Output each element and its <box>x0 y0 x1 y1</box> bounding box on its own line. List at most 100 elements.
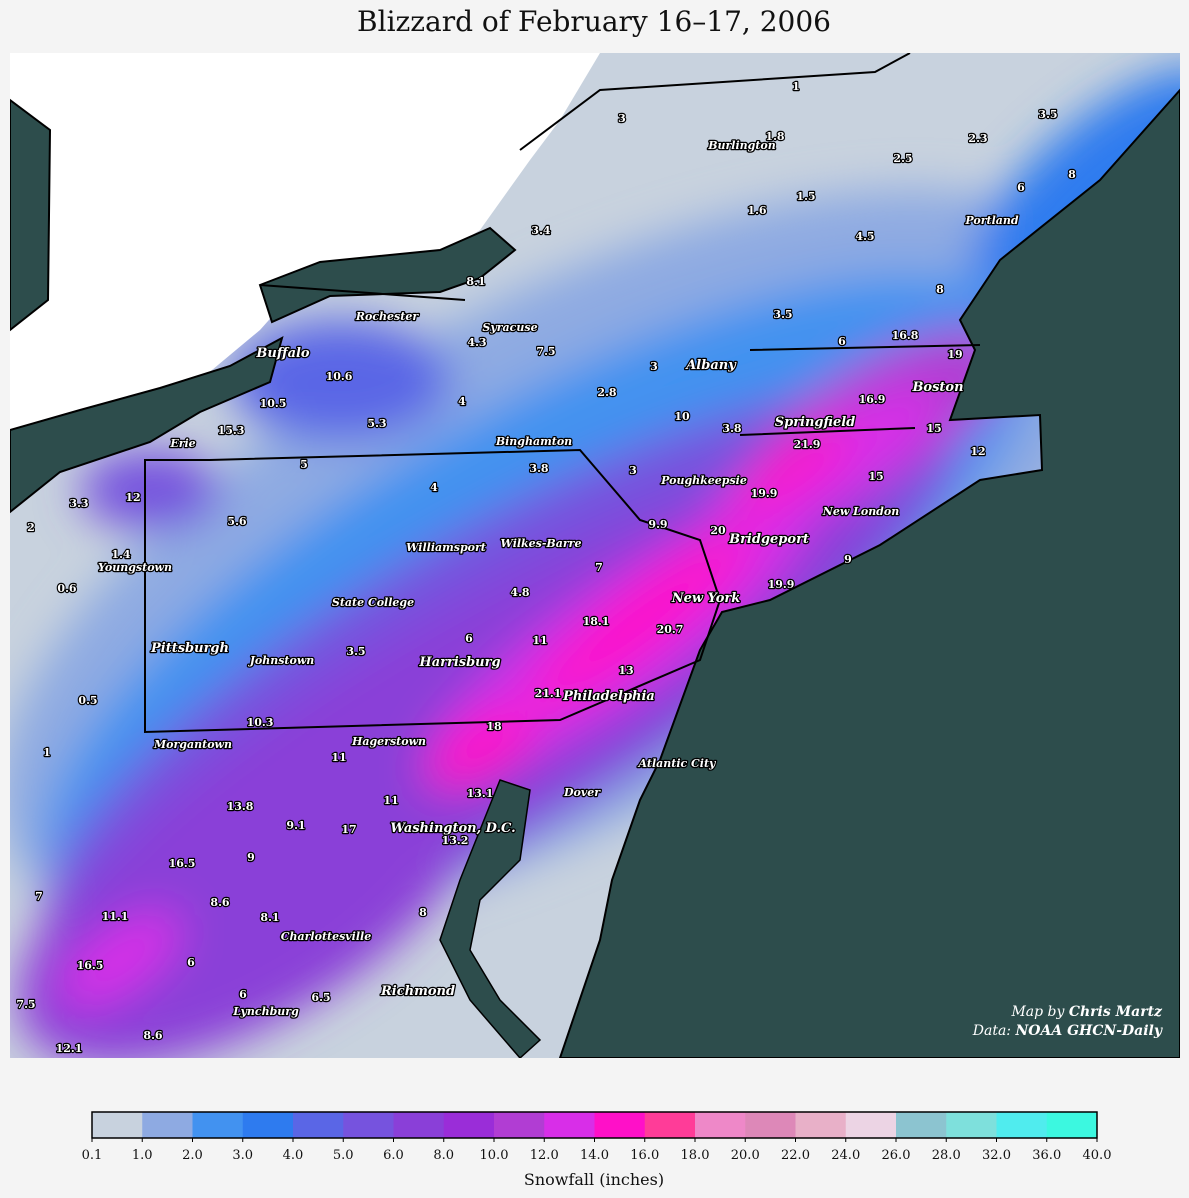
snowfall-observation: 13 <box>618 664 633 677</box>
lake-ontario <box>258 226 517 324</box>
colorbar-tick-label: 36.0 <box>1032 1148 1061 1163</box>
snowfall-observation: 6 <box>187 956 195 969</box>
city-label: Poughkeepsie <box>660 474 747 487</box>
snowfall-observation: 7 <box>35 890 43 903</box>
snowfall-observation: 1.6 <box>747 204 766 217</box>
colorbar-label: Snowfall (inches) <box>524 1170 664 1189</box>
city-label: Morgantown <box>153 738 232 751</box>
credit-map: Map by Chris Martz <box>1010 1004 1163 1020</box>
snowfall-observation: 11 <box>532 634 547 647</box>
city-label: Bridgeport <box>728 532 809 547</box>
snowfall-observation: 9.1 <box>286 819 305 832</box>
city-label: State College <box>332 596 414 609</box>
colorbar-tick-label: 5.0 <box>333 1148 354 1163</box>
colorbar-segment <box>192 1112 244 1138</box>
colorbar-tick-label: 3.0 <box>232 1148 253 1163</box>
city-label: Rochester <box>355 310 419 323</box>
map <box>10 53 1180 1058</box>
state-border <box>259 53 981 436</box>
colorbar-segment <box>996 1112 1048 1138</box>
snowfall-observation: 15 <box>868 470 883 483</box>
snowfall-observation: 20 <box>710 524 726 537</box>
city-label: Hagerstown <box>351 735 426 748</box>
snowfall-observation: 8.1 <box>260 911 279 924</box>
snowfall-observation: 12 <box>970 445 985 458</box>
snowfall-observation: 16.5 <box>77 959 104 972</box>
snowfall-observation: 5.3 <box>367 417 386 430</box>
snowfall-observation: 21.1 <box>535 687 562 700</box>
colorbar-segment <box>896 1112 947 1138</box>
colorbar-tick-label: 24.0 <box>831 1148 860 1163</box>
city-label: Erie <box>169 437 195 450</box>
snowfall-observation: 11 <box>383 794 398 807</box>
snowfall-observation: 6 <box>838 335 846 348</box>
snowfall-observation: 10.3 <box>247 716 274 729</box>
canada <box>10 53 600 440</box>
colorbar-tick-label: 22.0 <box>781 1148 810 1163</box>
city-label: Richmond <box>380 984 455 999</box>
snowfall-observation: 6 <box>1017 181 1025 194</box>
city-label: Pittsburgh <box>150 641 229 656</box>
colorbar-tick-label: 20.0 <box>731 1148 760 1163</box>
city-label: New York <box>671 591 741 606</box>
snowfall-observation: 6 <box>465 632 473 645</box>
city-label: New London <box>822 505 899 518</box>
snowfall-observation: 4.3 <box>467 336 486 349</box>
snowfall-observation: 1.5 <box>796 190 815 203</box>
snowfall-observation: 8.6 <box>143 1029 162 1042</box>
colorbar-tick-label: 0.1 <box>82 1148 103 1163</box>
colorbar-tick-label: 26.0 <box>882 1148 911 1163</box>
city-label: Syracuse <box>482 321 537 334</box>
snowfall-observation: 3.5 <box>773 308 792 321</box>
snowfall-observation: 16.8 <box>892 329 919 342</box>
colorbar-segment <box>393 1112 445 1138</box>
snowfall-observation: 4.5 <box>855 230 874 243</box>
colorbar-segment <box>745 1112 796 1138</box>
snowfall-observation: 12 <box>125 491 140 504</box>
snowfall-observation: 2.8 <box>597 386 616 399</box>
snowfall-observation: 4 <box>458 395 466 408</box>
snowfall-observation: 1.4 <box>111 548 130 561</box>
city-label: Atlantic City <box>638 757 718 770</box>
snowfall-observation: 15 <box>926 422 941 435</box>
snowfall-observation: 3.8 <box>529 462 548 475</box>
snowfall-observation: 10 <box>674 410 690 423</box>
colorbar-tick-label: 2.0 <box>182 1148 203 1163</box>
snowfall-observation: 8 <box>419 906 427 919</box>
colorbar-segment <box>795 1112 847 1138</box>
snowfall-observation: 13.1 <box>467 787 494 800</box>
colorbar-segment <box>544 1112 595 1138</box>
snowfall-observation: 5 <box>300 458 308 471</box>
snowfall-observation: 20.7 <box>657 623 684 636</box>
chesapeake-bay <box>439 779 542 1058</box>
snowfall-observation: 4.8 <box>510 586 529 599</box>
city-label: Johnstown <box>248 654 315 667</box>
city-label: Albany <box>684 358 737 373</box>
colorbar-segment <box>242 1112 294 1138</box>
colorbar-tick-label: 18.0 <box>681 1148 710 1163</box>
snowfall-observation: 18.1 <box>583 615 610 628</box>
city-label: Washington, D.C. <box>390 821 515 836</box>
city-label: Charlottesville <box>281 930 371 943</box>
colorbar-tick-label: 1.0 <box>132 1148 153 1163</box>
city-label: Youngstown <box>98 561 172 574</box>
snowfall-observation: 1 <box>43 746 51 759</box>
colorbar-tick-label: 40.0 <box>1083 1148 1112 1163</box>
snowfall-observation: 3.4 <box>531 224 550 237</box>
snowfall-observation: 9 <box>844 553 852 566</box>
snowfall-observation: 4 <box>430 481 438 494</box>
snowfall-observation: 3.8 <box>722 422 741 435</box>
snowfall-observation: 13.8 <box>227 800 254 813</box>
city-label: Buffalo <box>255 346 310 361</box>
snowfall-observation: 7.5 <box>16 998 35 1011</box>
colorbar-segment <box>343 1112 394 1138</box>
snowfall-observation: 3.5 <box>346 645 365 658</box>
city-label: Dover <box>563 786 601 799</box>
atlantic-ocean <box>558 88 1180 1058</box>
snowfall-observation: 8 <box>1068 168 1076 181</box>
city-label: Binghamton <box>495 435 572 448</box>
credit-author: Chris Martz <box>1069 1004 1163 1020</box>
snowfall-observation: 8.6 <box>210 896 229 909</box>
snowfall-observation: 18 <box>486 720 502 733</box>
